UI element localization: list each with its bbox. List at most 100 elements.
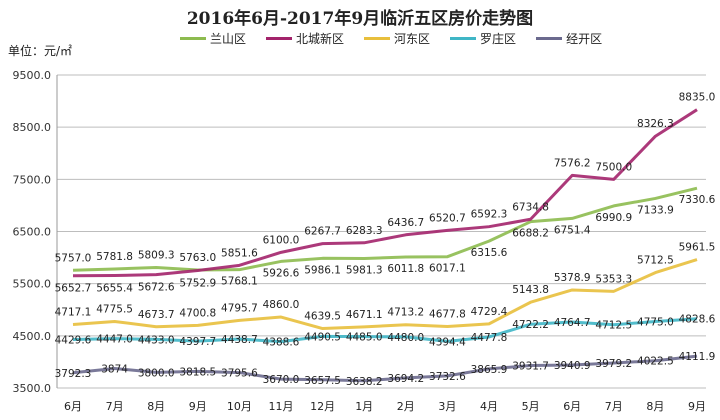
y-tick-label: 4500.0 — [13, 330, 52, 343]
data-label: 7500.0 — [595, 161, 632, 173]
x-tick-label: 11月 — [269, 400, 294, 413]
x-tick-label: 1月 — [355, 400, 373, 413]
data-label: 4490.5 — [304, 331, 341, 343]
legend: 兰山区 北城新区 河东区 罗庄区 经开区 — [180, 30, 602, 47]
series-line-3 — [72, 317, 698, 344]
data-label: 6990.9 — [595, 212, 632, 224]
data-label: 5809.3 — [138, 250, 175, 262]
data-label: 3795.6 — [221, 368, 258, 380]
data-label: 4022.5 — [637, 356, 674, 368]
legend-item: 河东区 — [364, 30, 430, 47]
data-label: 3818.5 — [179, 366, 216, 378]
legend-label: 罗庄区 — [480, 32, 517, 46]
data-label: 4729.4 — [471, 306, 508, 318]
data-label: 4429.6 — [55, 335, 92, 347]
x-tick-label: 6月 — [563, 400, 581, 413]
data-label: 5712.5 — [637, 255, 674, 267]
x-tick-label: 2月 — [397, 400, 415, 413]
data-label: 4722.2 — [512, 319, 549, 331]
legend-swatch — [450, 37, 477, 40]
data-label: 5986.1 — [304, 264, 341, 276]
data-label: 4447.0 — [96, 334, 133, 346]
data-label: 5781.8 — [96, 251, 133, 263]
data-label: 6011.8 — [387, 263, 424, 275]
data-label: 3732.6 — [429, 371, 466, 383]
y-tick-label: 8500.0 — [13, 121, 52, 134]
data-label: 5378.9 — [554, 272, 591, 284]
data-label: 4712.5 — [595, 320, 632, 332]
x-tick-label: 8月 — [147, 400, 165, 413]
data-label: 6751.4 — [554, 224, 591, 236]
data-label: 6592.3 — [471, 209, 508, 221]
legend-label: 北城新区 — [296, 32, 345, 46]
data-label: 5981.3 — [346, 265, 383, 277]
legend-label: 河东区 — [394, 32, 431, 46]
x-tick-label: 9月 — [189, 400, 207, 413]
data-label: 4397.7 — [179, 336, 216, 348]
data-label: 4394.4 — [429, 336, 466, 348]
data-label: 4477.8 — [471, 332, 508, 344]
data-label: 5961.5 — [679, 242, 716, 254]
data-label: 4828.6 — [679, 314, 716, 326]
x-tick-label: 4月 — [480, 400, 498, 413]
data-label: 4775.0 — [637, 316, 674, 328]
legend-swatch — [180, 37, 206, 40]
data-label: 6436.7 — [387, 217, 424, 229]
data-label: 6100.0 — [263, 234, 300, 246]
y-tick-label: 5500.0 — [13, 278, 52, 291]
data-label: 4795.7 — [221, 302, 258, 314]
data-label: 4677.8 — [429, 309, 466, 321]
legend-swatch — [364, 37, 391, 40]
data-label: 4713.2 — [387, 307, 424, 319]
x-tick-label: 7月 — [605, 400, 623, 413]
y-tick-label: 9500.0 — [13, 69, 52, 82]
data-label: 6267.7 — [304, 226, 341, 238]
data-label: 4485.0 — [346, 332, 383, 344]
legend-item: 经开区 — [536, 30, 602, 47]
data-label: 5655.4 — [96, 283, 133, 295]
data-label: 4671.1 — [346, 309, 383, 321]
series-line-1 — [72, 108, 698, 278]
x-tick-label: 10月 — [227, 400, 252, 413]
data-label: 3800.0 — [138, 367, 175, 379]
y-tick-label: 3500.0 — [13, 382, 52, 395]
data-label: 4433.0 — [138, 334, 175, 346]
data-label: 4111.9 — [679, 351, 716, 363]
series-line-4 — [72, 354, 698, 383]
data-label: 5652.7 — [55, 283, 92, 295]
data-label: 3792.3 — [55, 368, 92, 380]
x-tick-label: 12月 — [310, 400, 335, 413]
data-label: 5851.6 — [221, 247, 258, 259]
data-label: 5926.6 — [263, 267, 300, 279]
x-tick-label: 3月 — [438, 400, 456, 413]
data-label: 4717.1 — [55, 307, 92, 319]
data-label: 7576.2 — [554, 157, 591, 169]
data-label: 3670.0 — [263, 374, 300, 386]
data-label: 4639.5 — [304, 311, 341, 323]
data-label: 3931.7 — [512, 360, 549, 372]
data-label: 5143.8 — [512, 284, 549, 296]
x-tick-label: 8月 — [646, 400, 664, 413]
data-label: 4764.7 — [554, 317, 591, 329]
data-label: 5752.9 — [179, 277, 216, 289]
data-label: 7330.6 — [679, 194, 716, 206]
data-label: 5353.3 — [595, 273, 632, 285]
legend-item: 罗庄区 — [450, 30, 516, 47]
data-label: 5757.0 — [55, 252, 92, 264]
data-label: 3979.2 — [595, 358, 632, 370]
data-label: 3865.9 — [471, 364, 508, 376]
data-label: 6283.3 — [346, 225, 383, 237]
x-tick-label: 7月 — [106, 400, 124, 413]
data-label: 4860.0 — [263, 299, 300, 311]
data-label: 5763.0 — [179, 252, 216, 264]
legend-swatch — [266, 37, 293, 40]
data-label: 8326.3 — [637, 118, 674, 130]
data-label: 3874 — [101, 363, 128, 375]
y-tick-label: 6500.0 — [13, 226, 52, 239]
series-line-0 — [72, 186, 698, 272]
data-label: 6520.7 — [429, 212, 466, 224]
data-label: 3940.9 — [554, 360, 591, 372]
data-label: 8835.0 — [679, 92, 716, 104]
